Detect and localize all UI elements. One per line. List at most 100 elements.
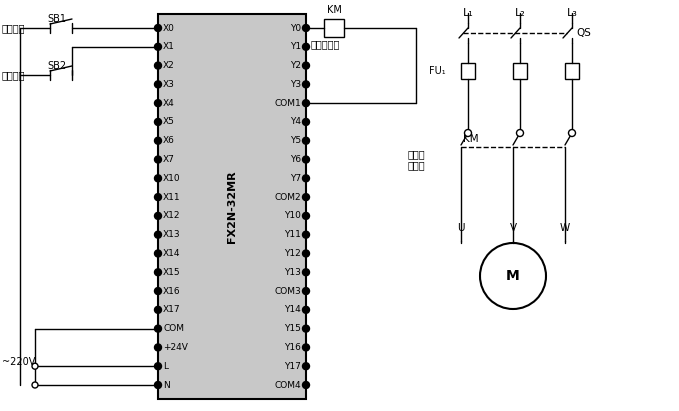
Text: FU₁: FU₁ xyxy=(429,66,446,76)
Circle shape xyxy=(303,381,310,388)
Text: X2: X2 xyxy=(163,61,175,70)
Text: X11: X11 xyxy=(163,193,181,202)
Circle shape xyxy=(303,99,310,107)
Text: Y11: Y11 xyxy=(284,230,301,239)
Circle shape xyxy=(303,43,310,50)
Circle shape xyxy=(303,344,310,351)
Text: L₃: L₃ xyxy=(566,8,577,18)
Circle shape xyxy=(32,382,38,388)
Text: Y10: Y10 xyxy=(284,211,301,220)
Circle shape xyxy=(303,175,310,182)
Text: X17: X17 xyxy=(163,305,181,314)
Circle shape xyxy=(303,325,310,332)
Text: KM: KM xyxy=(463,134,479,144)
Bar xyxy=(565,63,579,79)
Circle shape xyxy=(155,288,162,295)
Text: QS: QS xyxy=(576,28,591,38)
Text: X14: X14 xyxy=(163,249,181,258)
Text: X16: X16 xyxy=(163,286,181,296)
Text: SB2: SB2 xyxy=(48,61,67,71)
Circle shape xyxy=(155,231,162,238)
Circle shape xyxy=(464,129,471,136)
Text: +24V: +24V xyxy=(163,343,188,352)
Text: X7: X7 xyxy=(163,155,175,164)
Circle shape xyxy=(303,25,310,32)
Text: Y0: Y0 xyxy=(290,23,301,32)
Text: X3: X3 xyxy=(163,80,175,89)
Text: ~220V: ~220V xyxy=(2,357,35,367)
Circle shape xyxy=(155,344,162,351)
Circle shape xyxy=(32,363,38,369)
Text: Y5: Y5 xyxy=(290,136,301,145)
Text: 接触器线圈: 接触器线圈 xyxy=(311,39,340,49)
Circle shape xyxy=(303,156,310,163)
Text: Y16: Y16 xyxy=(284,343,301,352)
Bar xyxy=(158,14,306,399)
Text: Y1: Y1 xyxy=(290,42,301,51)
Text: 接触器
主触点: 接触器 主触点 xyxy=(408,149,426,171)
Circle shape xyxy=(155,25,162,32)
Text: L: L xyxy=(163,362,168,371)
Circle shape xyxy=(303,212,310,219)
Text: Y4: Y4 xyxy=(290,118,301,127)
Text: X13: X13 xyxy=(163,230,181,239)
Circle shape xyxy=(155,363,162,370)
Circle shape xyxy=(155,381,162,388)
Text: Y14: Y14 xyxy=(285,305,301,314)
Text: U: U xyxy=(457,223,464,233)
Text: Y15: Y15 xyxy=(284,324,301,333)
Circle shape xyxy=(155,212,162,219)
Circle shape xyxy=(303,250,310,257)
Text: KM: KM xyxy=(327,5,342,15)
Circle shape xyxy=(155,99,162,107)
Text: COM3: COM3 xyxy=(274,286,301,296)
Circle shape xyxy=(568,129,576,136)
Text: COM2: COM2 xyxy=(274,193,301,202)
Text: N: N xyxy=(163,381,170,390)
Text: COM: COM xyxy=(163,324,184,333)
Text: L₁: L₁ xyxy=(462,8,473,18)
Circle shape xyxy=(303,269,310,276)
Circle shape xyxy=(155,194,162,201)
Text: X15: X15 xyxy=(163,268,181,277)
Text: Y12: Y12 xyxy=(285,249,301,258)
Text: X4: X4 xyxy=(163,99,175,108)
Circle shape xyxy=(155,250,162,257)
Circle shape xyxy=(155,118,162,125)
Circle shape xyxy=(303,231,310,238)
Text: L₂: L₂ xyxy=(515,8,526,18)
Circle shape xyxy=(303,288,310,295)
Text: X1: X1 xyxy=(163,42,175,51)
Circle shape xyxy=(155,306,162,313)
Circle shape xyxy=(303,118,310,125)
Circle shape xyxy=(155,175,162,182)
Bar xyxy=(461,63,475,79)
Text: M: M xyxy=(506,269,520,283)
Text: X0: X0 xyxy=(163,23,175,32)
Text: COM4: COM4 xyxy=(274,381,301,390)
Bar xyxy=(324,19,344,37)
Text: Y17: Y17 xyxy=(284,362,301,371)
Text: W: W xyxy=(560,223,570,233)
Circle shape xyxy=(480,243,546,309)
Text: Y13: Y13 xyxy=(284,268,301,277)
Text: X6: X6 xyxy=(163,136,175,145)
Text: 启动按钮: 启动按钮 xyxy=(2,23,26,33)
Circle shape xyxy=(303,363,310,370)
Circle shape xyxy=(303,62,310,69)
Text: Y7: Y7 xyxy=(290,174,301,183)
Circle shape xyxy=(155,62,162,69)
Text: 停止按钮: 停止按钮 xyxy=(2,70,26,80)
Text: SB1: SB1 xyxy=(48,14,67,24)
Circle shape xyxy=(155,137,162,144)
Circle shape xyxy=(303,137,310,144)
Text: FX2N-32MR: FX2N-32MR xyxy=(227,170,237,243)
Text: X12: X12 xyxy=(163,211,181,220)
Text: X10: X10 xyxy=(163,174,181,183)
Circle shape xyxy=(155,325,162,332)
Text: Y6: Y6 xyxy=(290,155,301,164)
Circle shape xyxy=(303,306,310,313)
Text: Y2: Y2 xyxy=(290,61,301,70)
Circle shape xyxy=(155,43,162,50)
Circle shape xyxy=(517,129,524,136)
